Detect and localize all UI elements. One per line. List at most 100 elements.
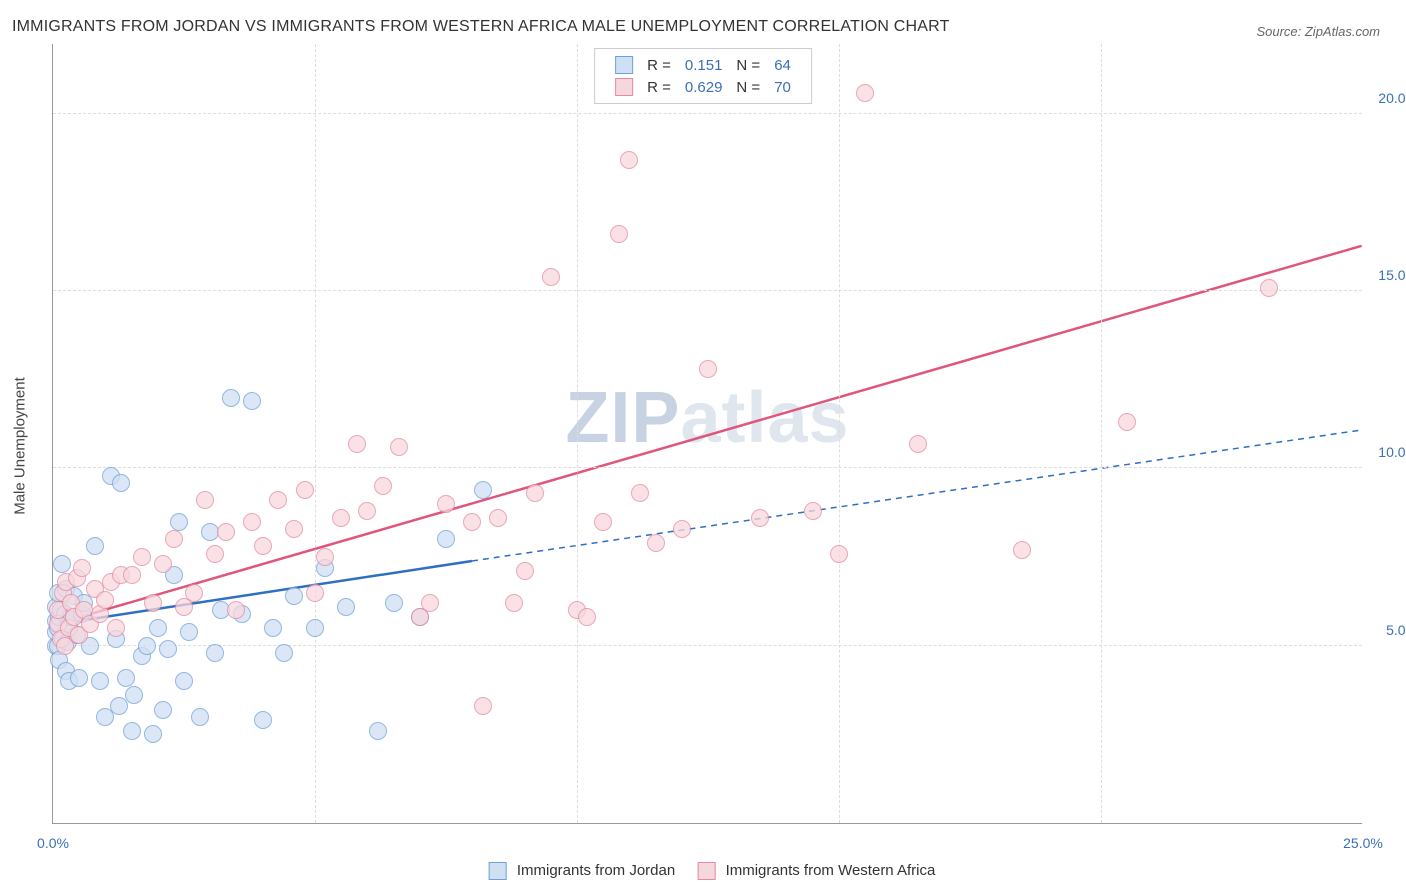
scatter-point-wafrica <box>542 268 560 286</box>
scatter-point-wafrica <box>185 584 203 602</box>
scatter-point-jordan <box>91 672 109 690</box>
scatter-point-wafrica <box>227 601 245 619</box>
n-value-jordan: 64 <box>768 55 797 75</box>
y-axis-label: Male Unemployment <box>12 377 29 515</box>
x-tick-label: 0.0% <box>37 835 69 851</box>
scatter-point-jordan <box>285 587 303 605</box>
scatter-point-jordan <box>125 686 143 704</box>
y-tick-label: 20.0% <box>1368 90 1406 106</box>
scatter-point-jordan <box>53 555 71 573</box>
legend-series: Immigrants from Jordan Immigrants from W… <box>471 862 936 880</box>
y-tick-label: 10.0% <box>1368 444 1406 460</box>
legend-swatch-jordan <box>615 56 633 74</box>
scatter-point-wafrica <box>390 438 408 456</box>
legend-label-wafrica: Immigrants from Western Africa <box>726 862 936 879</box>
scatter-point-jordan <box>275 644 293 662</box>
scatter-point-jordan <box>159 640 177 658</box>
scatter-point-wafrica <box>647 534 665 552</box>
scatter-point-jordan <box>138 637 156 655</box>
scatter-point-jordan <box>243 392 261 410</box>
scatter-point-jordan <box>144 725 162 743</box>
legend-swatch-wafrica <box>697 862 715 880</box>
scatter-point-jordan <box>206 644 224 662</box>
scatter-point-wafrica <box>516 562 534 580</box>
watermark-text: ZIPatlas <box>565 377 849 459</box>
scatter-point-wafrica <box>144 594 162 612</box>
y-tick-label: 15.0% <box>1368 267 1406 283</box>
scatter-point-wafrica <box>437 495 455 513</box>
r-value-wafrica: 0.629 <box>679 77 729 97</box>
trend-lines-layer <box>53 44 1362 823</box>
r-label: R = <box>641 55 677 75</box>
scatter-point-wafrica <box>165 530 183 548</box>
n-value-wafrica: 70 <box>768 77 797 97</box>
gridline-vertical <box>577 44 578 823</box>
scatter-point-wafrica <box>316 548 334 566</box>
scatter-point-wafrica <box>909 435 927 453</box>
scatter-point-jordan <box>110 697 128 715</box>
scatter-point-wafrica <box>269 491 287 509</box>
scatter-point-wafrica <box>296 481 314 499</box>
scatter-point-jordan <box>154 701 172 719</box>
scatter-point-wafrica <box>1118 413 1136 431</box>
scatter-point-wafrica <box>348 435 366 453</box>
scatter-point-jordan <box>385 594 403 612</box>
scatter-point-jordan <box>254 711 272 729</box>
scatter-point-wafrica <box>73 559 91 577</box>
scatter-point-wafrica <box>830 545 848 563</box>
scatter-point-jordan <box>474 481 492 499</box>
gridline-horizontal <box>53 645 1362 646</box>
scatter-point-wafrica <box>133 548 151 566</box>
scatter-point-wafrica <box>421 594 439 612</box>
scatter-point-wafrica <box>1260 279 1278 297</box>
legend-stats: R = 0.151 N = 64 R = 0.629 N = 70 <box>594 48 812 104</box>
scatter-point-wafrica <box>526 484 544 502</box>
correlation-chart: IMMIGRANTS FROM JORDAN VS IMMIGRANTS FRO… <box>0 0 1406 892</box>
scatter-point-jordan <box>306 619 324 637</box>
gridline-vertical <box>315 44 316 823</box>
scatter-point-jordan <box>117 669 135 687</box>
scatter-point-jordan <box>123 722 141 740</box>
scatter-point-wafrica <box>254 537 272 555</box>
gridline-horizontal <box>53 467 1362 468</box>
scatter-point-wafrica <box>196 491 214 509</box>
scatter-point-jordan <box>149 619 167 637</box>
n-label: N = <box>730 55 766 75</box>
scatter-point-jordan <box>191 708 209 726</box>
scatter-point-wafrica <box>474 697 492 715</box>
gridline-horizontal <box>53 113 1362 114</box>
scatter-point-wafrica <box>631 484 649 502</box>
scatter-point-wafrica <box>578 608 596 626</box>
scatter-point-jordan <box>70 669 88 687</box>
x-tick-label: 25.0% <box>1343 835 1383 851</box>
scatter-point-wafrica <box>96 591 114 609</box>
scatter-point-wafrica <box>620 151 638 169</box>
scatter-point-wafrica <box>206 545 224 563</box>
scatter-point-jordan <box>170 513 188 531</box>
scatter-point-wafrica <box>856 84 874 102</box>
gridline-vertical <box>1101 44 1102 823</box>
scatter-point-wafrica <box>489 509 507 527</box>
plot-area: ZIPatlas 5.0%10.0%15.0%20.0%0.0%25.0% <box>52 44 1362 824</box>
scatter-point-jordan <box>180 623 198 641</box>
scatter-point-wafrica <box>358 502 376 520</box>
scatter-point-wafrica <box>332 509 350 527</box>
scatter-point-wafrica <box>804 502 822 520</box>
scatter-point-wafrica <box>154 555 172 573</box>
legend-swatch-jordan <box>489 862 507 880</box>
scatter-point-jordan <box>437 530 455 548</box>
chart-title: IMMIGRANTS FROM JORDAN VS IMMIGRANTS FRO… <box>12 18 950 36</box>
scatter-point-wafrica <box>285 520 303 538</box>
scatter-point-wafrica <box>243 513 261 531</box>
scatter-point-jordan <box>86 537 104 555</box>
trend-line <box>53 246 1361 625</box>
scatter-point-wafrica <box>699 360 717 378</box>
scatter-point-jordan <box>264 619 282 637</box>
scatter-point-wafrica <box>374 477 392 495</box>
chart-source: Source: ZipAtlas.com <box>1256 24 1380 39</box>
scatter-point-jordan <box>369 722 387 740</box>
y-tick-label: 5.0% <box>1368 622 1406 638</box>
scatter-point-wafrica <box>306 584 324 602</box>
legend-label-jordan: Immigrants from Jordan <box>517 862 675 879</box>
scatter-point-jordan <box>222 389 240 407</box>
